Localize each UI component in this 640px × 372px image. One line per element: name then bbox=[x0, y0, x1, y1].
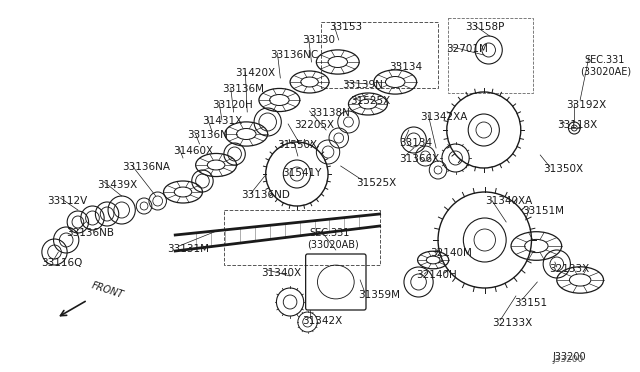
Text: SEC.331: SEC.331 bbox=[310, 228, 350, 238]
Text: 31340X: 31340X bbox=[261, 268, 301, 278]
Text: 31366X: 31366X bbox=[399, 154, 439, 164]
Bar bbox=[224, 210, 380, 265]
Text: 33151: 33151 bbox=[514, 298, 547, 308]
Text: 33112V: 33112V bbox=[47, 196, 87, 206]
Text: 33118X: 33118X bbox=[557, 120, 597, 130]
Text: 31340XA: 31340XA bbox=[484, 196, 532, 206]
Text: 33136M: 33136M bbox=[222, 84, 264, 94]
Text: 32140M: 32140M bbox=[430, 248, 472, 258]
Text: 31439X: 31439X bbox=[97, 180, 138, 190]
Text: 33134: 33134 bbox=[399, 138, 432, 148]
Text: 33192X: 33192X bbox=[566, 100, 607, 110]
Text: FRONT: FRONT bbox=[90, 280, 125, 300]
Text: 32140H: 32140H bbox=[417, 270, 458, 280]
Text: J33200: J33200 bbox=[553, 352, 586, 362]
Text: 33138N: 33138N bbox=[310, 108, 351, 118]
Text: (33020AE): (33020AE) bbox=[580, 66, 631, 76]
Text: 33136ND: 33136ND bbox=[241, 190, 291, 200]
Text: 31460X: 31460X bbox=[173, 146, 213, 156]
Text: 31420X: 31420X bbox=[236, 68, 276, 78]
Text: 31525X: 31525X bbox=[356, 178, 397, 188]
Text: 33136N: 33136N bbox=[187, 130, 228, 140]
Text: 31550X: 31550X bbox=[277, 140, 317, 150]
Text: 31525X: 31525X bbox=[351, 96, 390, 106]
Text: 33153: 33153 bbox=[329, 22, 362, 32]
Text: 31342XA: 31342XA bbox=[420, 112, 468, 122]
Bar bbox=[321, 22, 438, 88]
Text: 31359M: 31359M bbox=[358, 290, 400, 300]
Text: 32701M: 32701M bbox=[446, 44, 488, 54]
Text: 33151M: 33151M bbox=[522, 206, 564, 216]
Text: 33131M: 33131M bbox=[168, 244, 209, 254]
Text: 33134: 33134 bbox=[389, 62, 422, 72]
Text: 32133X: 32133X bbox=[549, 264, 589, 274]
Text: 33130: 33130 bbox=[301, 35, 335, 45]
Text: 33158P: 33158P bbox=[465, 22, 505, 32]
Text: 33120H: 33120H bbox=[212, 100, 253, 110]
Bar bbox=[448, 18, 533, 93]
Text: 31431X: 31431X bbox=[202, 116, 243, 126]
Text: 31541Y: 31541Y bbox=[282, 168, 322, 178]
Text: 32133X: 32133X bbox=[493, 318, 532, 328]
Text: 31350X: 31350X bbox=[543, 164, 583, 174]
Text: 33139N: 33139N bbox=[342, 80, 383, 90]
Text: (33020AB): (33020AB) bbox=[308, 239, 359, 249]
Text: 31342X: 31342X bbox=[301, 316, 342, 326]
Text: 33136NB: 33136NB bbox=[66, 228, 114, 238]
Text: 33136NC: 33136NC bbox=[271, 50, 319, 60]
Text: 33116Q: 33116Q bbox=[41, 258, 83, 268]
Text: 33136NA: 33136NA bbox=[123, 162, 171, 172]
Text: J33200: J33200 bbox=[553, 355, 584, 364]
Text: SEC.331: SEC.331 bbox=[584, 55, 625, 65]
Text: 32205X: 32205X bbox=[294, 120, 334, 130]
